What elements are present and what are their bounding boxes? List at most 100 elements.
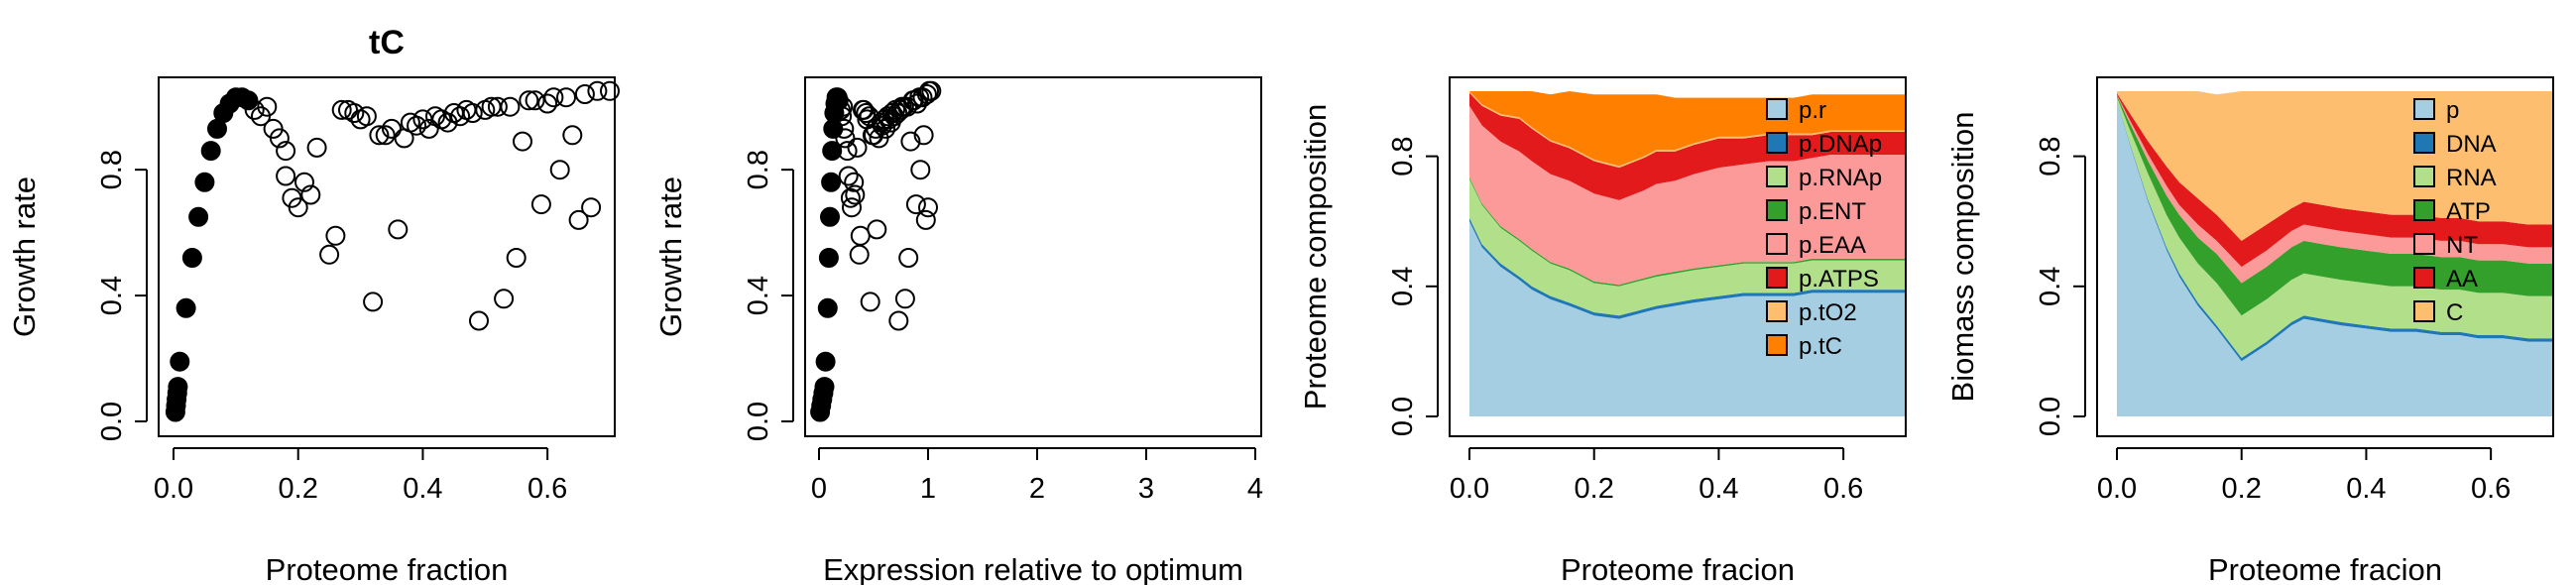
open-point-47 — [537, 93, 558, 114]
open-point-49 — [910, 160, 931, 180]
x-axis-label: Proteome fracion — [1561, 552, 1795, 585]
open-point-6 — [276, 166, 296, 186]
panel-proteome-composition: p.r p.DNAp p.RNAp p.ENT p.EAA p.ATPS p.tO2 p.tC… — [1298, 76, 1907, 585]
x-tick-label-3: 3 — [1138, 473, 1154, 505]
area-p-dnap — [1469, 217, 1906, 319]
x-tick-label-2: 0.4 — [1698, 473, 1738, 505]
filled-point-6 — [176, 297, 196, 318]
open-point-36 — [888, 310, 909, 331]
plot-frame — [158, 76, 616, 437]
x-tick-label-0: 0.0 — [154, 473, 193, 505]
open-point-48 — [543, 87, 564, 108]
x-tick-label-2: 0.4 — [403, 473, 442, 505]
open-point-10 — [845, 184, 866, 205]
panel-growth-vs-fraction: 0.0 0.2 0.4 0.6 Proteome fraction 0.0 0.4 0.8 Gr… — [7, 24, 620, 585]
open-point-51 — [913, 125, 934, 146]
y-tick-label-2: 0.8 — [2035, 136, 2066, 176]
x-tick-label-2: 0.4 — [2346, 473, 2386, 505]
open-point-11 — [847, 137, 868, 158]
legend-label-0: p.r — [1799, 97, 1826, 124]
open-point-10 — [300, 184, 321, 205]
legend-swatch-6 — [1766, 300, 1788, 322]
area-c — [2117, 91, 2553, 241]
x-tick-label-0: 0.0 — [2097, 473, 2137, 505]
open-point-2 — [833, 96, 854, 117]
open-point-35 — [462, 103, 483, 123]
open-point-43 — [513, 131, 532, 152]
open-point-40 — [894, 289, 915, 309]
legend-swatch-1 — [2413, 132, 2435, 154]
y-tick-label-0: 0.0 — [96, 402, 128, 441]
legend-swatch-2 — [2413, 166, 2435, 187]
open-point-53 — [574, 84, 595, 104]
filled-point-5 — [815, 351, 836, 372]
open-point-0 — [244, 99, 265, 120]
open-point-14 — [331, 99, 352, 120]
y-tick-label-0: 0.0 — [2035, 397, 2066, 436]
open-point-6 — [838, 166, 859, 186]
open-point-7 — [840, 187, 861, 208]
y-axis-label: Biomass composition — [1945, 112, 1980, 403]
legend-swatch-4 — [1766, 233, 1788, 255]
x-tick-label-2: 2 — [1029, 473, 1045, 505]
open-point-1 — [832, 106, 853, 127]
open-point-5 — [276, 141, 296, 162]
legend-swatch-1 — [1766, 132, 1788, 154]
open-point-52 — [915, 209, 936, 230]
area-p-rnap — [1469, 178, 1906, 316]
open-point-20 — [369, 125, 390, 146]
x-tick-label-1: 0.2 — [2222, 473, 2262, 505]
open-point-5 — [837, 141, 858, 162]
area-nt — [2117, 94, 2553, 284]
open-point-19 — [363, 292, 384, 312]
legend-label-1: p.DNAp — [1799, 131, 1882, 158]
filled-point-4 — [168, 377, 188, 398]
open-point-18 — [356, 106, 377, 127]
plot-frame — [804, 76, 1262, 437]
y-tick-label-1: 0.4 — [2035, 267, 2066, 306]
open-point-21 — [375, 125, 396, 146]
open-point-46 — [905, 194, 926, 215]
open-point-43 — [900, 131, 921, 152]
legend-label-2: p.RNAp — [1799, 165, 1882, 191]
open-point-41 — [500, 96, 521, 117]
open-point-54 — [918, 197, 938, 218]
chart-title: tC — [369, 24, 405, 61]
open-point-51 — [562, 125, 583, 146]
y-tick-label-0: 0.0 — [1387, 397, 1419, 436]
legend-swatch-5 — [1766, 267, 1788, 289]
open-point-2 — [257, 96, 278, 117]
open-point-46 — [530, 194, 551, 215]
open-point-52 — [568, 209, 589, 230]
open-point-56 — [600, 80, 620, 101]
y-tick-label-2: 0.8 — [1387, 136, 1419, 176]
area-rna — [2117, 96, 2553, 359]
panel-biomass-composition: p DNA RNA ATP NT AA C 0.0 0.2 0.4 0.6 Proteome frac… — [1945, 76, 2554, 585]
legend-label-2: RNA — [2446, 165, 2497, 191]
area-aa — [2117, 93, 2553, 268]
filled-point-8 — [820, 206, 840, 227]
open-point-44 — [519, 90, 539, 111]
open-point-23 — [388, 219, 409, 240]
filled-point-7 — [818, 248, 839, 268]
legend-swatch-3 — [2413, 199, 2435, 221]
legend-label-6: C — [2446, 299, 2463, 326]
area-p-atps — [1469, 92, 1906, 200]
x-axis-label: Proteome fraction — [266, 552, 509, 585]
legend-label-5: AA — [2446, 266, 2478, 292]
x-tick-label-3: 0.6 — [2471, 473, 2511, 505]
open-point-53 — [916, 84, 937, 104]
open-point-15 — [854, 99, 875, 120]
legend-label-1: DNA — [2446, 131, 2497, 158]
legend-label-5: p.ATPS — [1799, 266, 1879, 292]
open-point-22 — [382, 118, 402, 139]
open-point-26 — [407, 115, 427, 136]
open-point-19 — [860, 292, 880, 312]
legend-swatch-0 — [1766, 98, 1788, 120]
area-p-eaa — [1469, 105, 1906, 286]
x-tick-label-3: 0.6 — [527, 473, 567, 505]
legend-label-7: p.tC — [1799, 333, 1842, 360]
area-p-tc — [1469, 91, 1906, 167]
x-tick-label-1: 0.2 — [1575, 473, 1614, 505]
